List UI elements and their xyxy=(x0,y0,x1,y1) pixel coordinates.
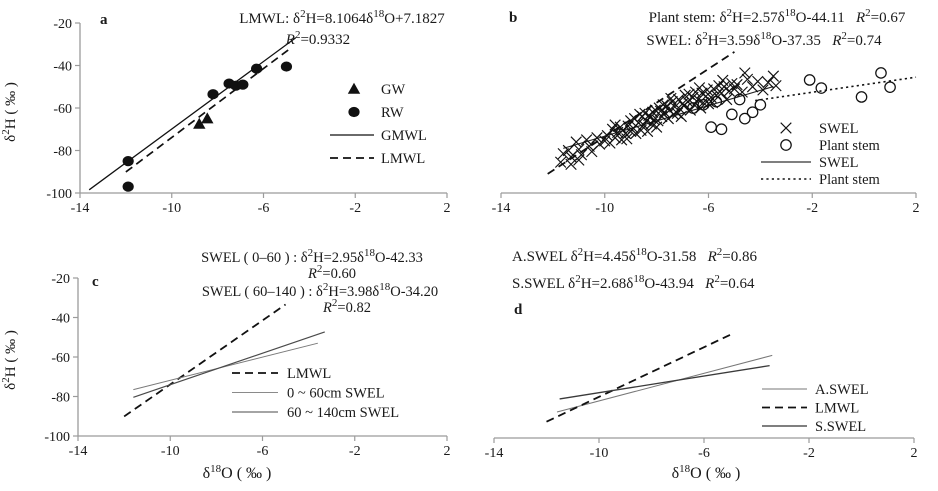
panel-letter-d: d xyxy=(514,302,523,318)
legend: GW RW GMWL LMWL xyxy=(330,82,427,167)
annotation-text: R2=0.82 xyxy=(322,297,371,316)
y-tick-label: -100 xyxy=(44,430,70,445)
legend-label: SWEL xyxy=(819,121,858,137)
legend-label: 0 ~ 60cm SWEL xyxy=(287,386,385,402)
x-tick-label: -6 xyxy=(257,444,269,459)
regression-line-swel-fit xyxy=(563,86,774,149)
legend-label: GW xyxy=(381,82,405,98)
y-tick-label: -60 xyxy=(51,351,70,366)
regression-line-s.swel xyxy=(559,364,770,400)
legend-label: LMWL xyxy=(287,366,331,382)
x-tick-label: -2 xyxy=(349,201,361,216)
x-tick-label: 2 xyxy=(444,201,451,216)
legend: LMWL 0 ~ 60cm SWEL 60 ~ 140cm SWEL xyxy=(232,366,399,421)
regression-line-a.swel xyxy=(556,354,773,413)
regression-line-lmwl xyxy=(123,303,287,418)
x-tick-label: 2 xyxy=(444,444,451,459)
legend-label: Plant stem xyxy=(819,138,881,154)
series-rw xyxy=(122,61,293,192)
annotation-text: Plant stem: δ2H=2.57δ18O-44.11 R2=0.67 xyxy=(649,7,906,26)
annotation-text: SWEL: δ2H=3.59δ18O-37.35 R2=0.74 xyxy=(646,30,882,49)
plot-area-a: -14 -10 -6 -2 2 -20 -40 -60 -80 -100 GW RW GMWL LMWL L… xyxy=(0,8,451,216)
panel-d: -14 -10 -6 -2 2 A.SWEL LMWL S.SWEL A.SWEL δ2H=4.… xyxy=(469,245,938,491)
x-tick-label: -10 xyxy=(595,201,614,216)
panel-letter-b: b xyxy=(509,10,518,26)
panel-letter-a: a xyxy=(100,12,108,28)
y-tick-label: -40 xyxy=(51,312,70,327)
legend-label: LMWL xyxy=(815,401,859,417)
legend-label: RW xyxy=(381,105,404,121)
x-tick-label: -2 xyxy=(806,201,818,216)
legend-label: 60 ~ 140cm SWEL xyxy=(287,405,399,421)
annotation-text: S.SWEL δ2H=2.68δ18O-43.94 R2=0.64 xyxy=(512,273,755,292)
legend-label: Plant stem xyxy=(819,172,881,188)
y-axis-label: δ2H ( ‰ ) xyxy=(0,330,19,390)
x-tick-label: -14 xyxy=(492,201,511,216)
y-axis-label: δ2H ( ‰ ) xyxy=(0,82,19,142)
x-tick-label: 2 xyxy=(913,201,920,216)
x-tick-label: -10 xyxy=(590,446,609,461)
regression-line-gmwl xyxy=(88,37,296,191)
annotation-text: LMWL: δ2H=8.1064δ18O+7.1827 xyxy=(239,8,445,27)
x-tick-label: -10 xyxy=(162,201,181,216)
y-tick-label: -80 xyxy=(53,145,72,160)
x-axis-label: δ18O ( ‰ ) xyxy=(672,463,741,482)
legend-label: A.SWEL xyxy=(815,382,869,398)
legend-swatch-x xyxy=(780,122,792,134)
x-tick-label: -2 xyxy=(803,446,815,461)
annotation-text: SWEL ( 0–60 ) : δ2H=2.95δ18O-42.33 xyxy=(201,247,423,266)
y-tick-label: -20 xyxy=(51,272,70,287)
legend-swatch-circle xyxy=(348,106,360,118)
y-tick-label: -60 xyxy=(53,102,72,117)
x-tick-label: -6 xyxy=(698,446,710,461)
annotation-text: A.SWEL δ2H=4.45δ18O-31.58 R2=0.86 xyxy=(512,246,758,265)
x-tick-label: 2 xyxy=(911,446,918,461)
regression-line-lmwl xyxy=(125,47,292,173)
x-tick-label: -2 xyxy=(349,444,361,459)
legend-swatch-circle-open xyxy=(780,139,792,151)
regression-line-lmwl xyxy=(546,333,731,423)
x-tick-label: -6 xyxy=(258,201,270,216)
y-tick-label: -20 xyxy=(53,17,72,32)
x-tick-label: -14 xyxy=(485,446,504,461)
x-tick-label: -10 xyxy=(161,444,180,459)
x-axis-label: δ18O ( ‰ ) xyxy=(203,463,272,482)
legend: A.SWEL LMWL S.SWEL xyxy=(762,382,869,435)
y-tick-label: -100 xyxy=(46,187,72,202)
regression-line-60-~-140cm-swel xyxy=(133,331,325,398)
y-tick-label: -40 xyxy=(53,60,72,75)
series-swel xyxy=(554,67,782,171)
plot-area-d: -14 -10 -6 -2 2 A.SWEL LMWL S.SWEL A.SWEL δ2H=4.… xyxy=(485,246,918,482)
y-tick-label: -80 xyxy=(51,391,70,406)
annotation-text: SWEL ( 60–140 ) : δ2H=3.98δ18O-34.20 xyxy=(202,281,438,300)
panel-b: -14 -10 -6 -2 2 SWEL Plant stem SWEL Plant stem P… xyxy=(469,0,938,245)
legend-label: S.SWEL xyxy=(815,419,866,435)
regression-line-plant-stem-fit xyxy=(755,76,917,102)
panel-letter-c: c xyxy=(92,274,99,290)
series-plant-stem xyxy=(687,67,896,136)
legend-label: LMWL xyxy=(381,151,425,167)
x-tick-label: -14 xyxy=(71,201,90,216)
legend-label: SWEL xyxy=(819,155,858,171)
plot-area-c: -14 -10 -6 -2 2 -20 -40 -60 -80 -100 LMWL 0 ~ 60cm … xyxy=(0,247,451,482)
panel-c: -14 -10 -6 -2 2 -20 -40 -60 -80 -100 LMWL 0 ~ 60cm … xyxy=(0,245,469,491)
annotation-text: R2=0.9332 xyxy=(285,29,350,48)
legend-swatch-triangle xyxy=(347,82,361,94)
series-gw xyxy=(193,112,214,129)
annotation-text: R2=0.60 xyxy=(307,263,356,282)
x-tick-label: -6 xyxy=(703,201,715,216)
x-tick-label: -14 xyxy=(69,444,88,459)
panel-a: -14 -10 -6 -2 2 -20 -40 -60 -80 -100 GW RW GMWL LMWL L… xyxy=(0,0,469,245)
legend-label: GMWL xyxy=(381,128,427,144)
